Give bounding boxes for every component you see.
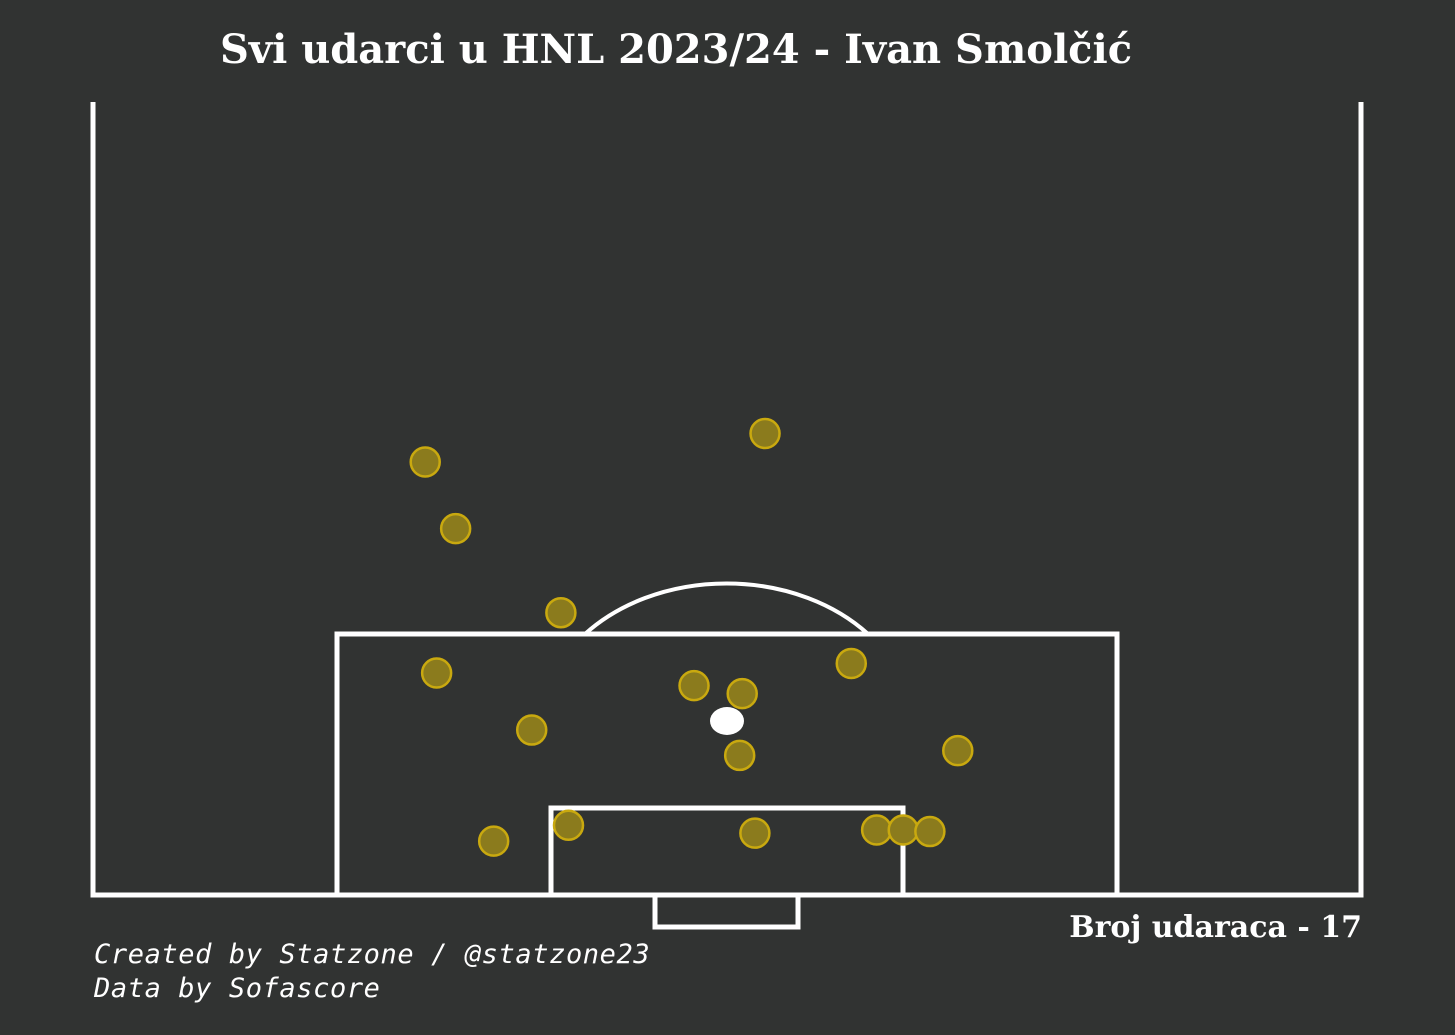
shot-point-14 — [739, 817, 771, 849]
shot-point-6 — [515, 714, 548, 746]
pitch-markings — [90, 102, 1364, 930]
penalty-spot — [710, 707, 744, 735]
goal-area — [548, 805, 906, 898]
shot-markers — [409, 417, 974, 857]
shot-point-15 — [860, 814, 893, 846]
shot-point-12 — [477, 825, 510, 857]
credit-created-by: Created by Statzone / @statzone23 — [94, 939, 651, 970]
shot-point-11 — [942, 734, 974, 767]
shot-point-13 — [552, 809, 585, 841]
shot-point-1 — [409, 446, 441, 478]
shot-point-4 — [545, 596, 577, 629]
goal — [652, 892, 801, 930]
shot-count-label: Broj udaraca - 17 — [1069, 910, 1362, 945]
pitch-outline — [90, 102, 1364, 898]
shot-point-16 — [887, 814, 920, 846]
chart-title: Svi udarci u HNL 2023/24 - Ivan Smolčić — [219, 26, 1133, 73]
shot-point-3 — [749, 417, 781, 450]
shot-point-17 — [914, 815, 946, 848]
shot-point-2 — [439, 512, 472, 545]
shot-point-8 — [726, 677, 758, 710]
shot-point-9 — [835, 647, 868, 680]
penalty-arc — [583, 581, 870, 636]
shot-point-10 — [723, 739, 756, 772]
shot-point-7 — [678, 669, 710, 702]
shot-point-5 — [420, 657, 453, 689]
credit-data-source: Data by Sofascore — [94, 973, 381, 1004]
